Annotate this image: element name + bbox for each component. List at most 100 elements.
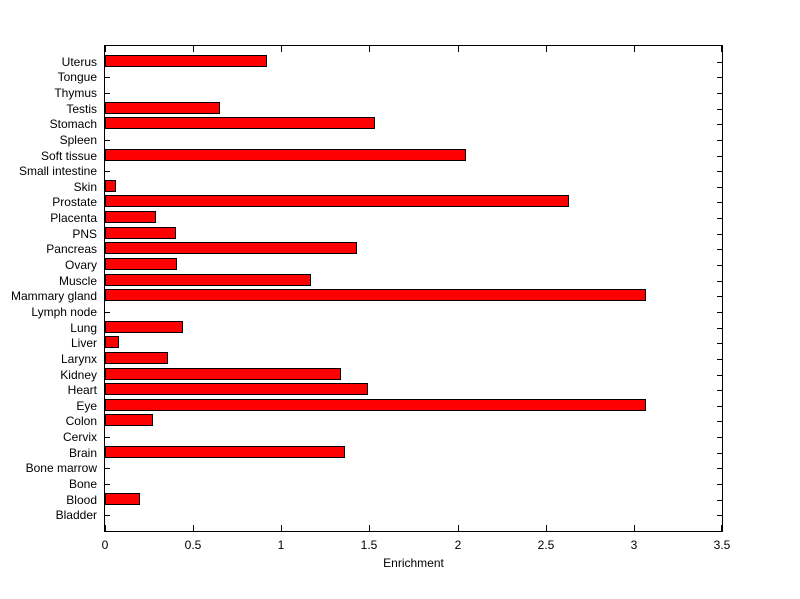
x-tick-label: 0.5 — [184, 538, 202, 552]
y-tick-label: Bone marrow — [25, 461, 97, 475]
y-tick-mark — [717, 109, 722, 110]
bar-pancreas — [105, 242, 357, 254]
y-tick-mark — [717, 421, 722, 422]
y-tick-label: Uterus — [61, 55, 97, 69]
y-tick-label: Bone — [68, 477, 97, 491]
x-tick-mark — [721, 525, 722, 531]
x-tick-mark — [369, 46, 370, 52]
y-tick-label: Kidney — [60, 368, 97, 382]
y-tick-label: Skin — [73, 180, 97, 194]
y-tick-mark — [105, 93, 110, 94]
x-tick-mark — [546, 46, 547, 52]
x-tick-mark — [105, 525, 106, 531]
y-tick-mark — [105, 171, 110, 172]
x-tick-label: 2.5 — [537, 538, 555, 552]
y-tick-mark — [717, 140, 722, 141]
x-tick-mark — [458, 525, 459, 531]
y-tick-mark — [105, 468, 110, 469]
y-tick-mark — [717, 343, 722, 344]
bar-kidney — [105, 368, 341, 380]
y-tick-mark — [105, 515, 110, 516]
y-tick-label: Stomach — [49, 117, 97, 131]
bar-pns — [105, 227, 176, 239]
y-tick-label: PNS — [72, 227, 97, 241]
bar-muscle — [105, 274, 311, 286]
y-tick-mark — [717, 156, 722, 157]
y-tick-mark — [717, 77, 722, 78]
y-tick-mark — [717, 359, 722, 360]
y-tick-mark — [717, 484, 722, 485]
bar-brain — [105, 446, 345, 458]
y-tick-label: Pancreas — [46, 242, 97, 256]
y-tick-mark — [717, 453, 722, 454]
bar-ovary — [105, 258, 177, 270]
y-tick-label: Small intestine — [18, 164, 97, 178]
y-tick-mark — [105, 140, 110, 141]
y-tick-mark — [717, 93, 722, 94]
x-tick-mark — [546, 525, 547, 531]
y-tick-mark — [717, 234, 722, 235]
y-tick-mark — [105, 312, 110, 313]
bar-stomach — [105, 117, 375, 129]
x-tick-label: 3.5 — [713, 538, 731, 552]
bar-larynx — [105, 352, 168, 364]
y-tick-mark — [717, 218, 722, 219]
y-tick-label: Eye — [76, 399, 97, 413]
bar-placenta — [105, 211, 156, 223]
y-tick-label: Soft tissue — [40, 149, 97, 163]
y-tick-mark — [717, 281, 722, 282]
y-tick-label: Ovary — [64, 258, 97, 272]
y-tick-mark — [717, 265, 722, 266]
y-tick-mark — [717, 62, 722, 63]
y-tick-label: Bladder — [55, 508, 97, 522]
x-tick-mark — [634, 525, 635, 531]
y-tick-label: Tongue — [57, 70, 97, 84]
y-tick-label: Heart — [67, 383, 97, 397]
bar-soft-tissue — [105, 149, 466, 161]
x-tick-label: 1 — [277, 538, 285, 552]
y-tick-label: Lymph node — [31, 305, 97, 319]
bar-blood — [105, 493, 140, 505]
x-tick-mark — [721, 46, 722, 52]
y-tick-label: Colon — [65, 414, 97, 428]
y-tick-mark — [105, 77, 110, 78]
x-tick-mark — [193, 525, 194, 531]
y-tick-mark — [105, 437, 110, 438]
y-tick-label: Placenta — [50, 211, 97, 225]
y-tick-label: Lung — [70, 321, 97, 335]
x-tick-label: 1.5 — [360, 538, 378, 552]
y-tick-mark — [717, 468, 722, 469]
y-tick-mark — [717, 375, 722, 376]
x-tick-mark — [458, 46, 459, 52]
x-tick-mark — [369, 525, 370, 531]
y-tick-label: Liver — [70, 336, 97, 350]
y-tick-mark — [717, 124, 722, 125]
y-tick-mark — [717, 171, 722, 172]
x-tick-label: 0 — [101, 538, 109, 552]
x-tick-mark — [193, 46, 194, 52]
x-axis-label: Enrichment — [383, 556, 444, 570]
y-tick-label: Spleen — [59, 133, 97, 147]
x-tick-mark — [281, 525, 282, 531]
y-tick-mark — [717, 515, 722, 516]
y-tick-mark — [717, 406, 722, 407]
y-tick-mark — [717, 312, 722, 313]
y-tick-label: Prostate — [52, 195, 97, 209]
y-tick-mark — [717, 187, 722, 188]
y-tick-mark — [717, 437, 722, 438]
y-tick-mark — [717, 296, 722, 297]
plot-area — [104, 45, 723, 532]
y-tick-label: Brain — [68, 446, 97, 460]
y-tick-label: Thymus — [54, 86, 97, 100]
bar-eye — [105, 399, 646, 411]
y-tick-label: Blood — [66, 493, 97, 507]
bar-testis — [105, 102, 220, 114]
bar-lung — [105, 321, 183, 333]
bar-colon — [105, 414, 153, 426]
y-tick-mark — [105, 484, 110, 485]
bar-liver — [105, 336, 119, 348]
x-tick-label: 2 — [454, 538, 462, 552]
bar-skin — [105, 180, 116, 192]
y-tick-mark — [717, 202, 722, 203]
